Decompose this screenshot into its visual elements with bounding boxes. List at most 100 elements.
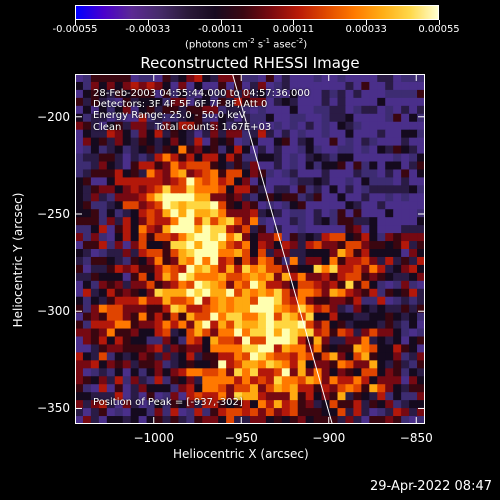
heatmap-cell — [289, 185, 299, 194]
heatmap-cell — [186, 241, 195, 250]
heatmap-cell — [122, 185, 132, 194]
heatmap-cell — [122, 392, 132, 401]
heatmap-cell — [297, 400, 307, 409]
heatmap-cell — [186, 177, 195, 186]
heatmap-cell — [130, 113, 140, 123]
heatmap-cell — [75, 233, 84, 242]
heatmap-cell — [218, 400, 227, 409]
heatmap-cell — [194, 185, 203, 194]
annotation-detectors: Detectors: 3F 4F 5F 6F 7F 8F, Att 0 — [93, 99, 268, 110]
heatmap-cell — [273, 384, 283, 393]
heatmap-cell — [226, 105, 235, 115]
heatmap-cell — [90, 193, 100, 202]
heatmap-cell — [106, 256, 116, 266]
heatmap-cell — [146, 81, 155, 91]
heatmap-cell — [305, 256, 315, 266]
heatmap-cell — [257, 360, 267, 369]
heatmap-cell — [250, 384, 259, 393]
heatmap-cell — [353, 185, 362, 194]
heatmap-cell — [329, 121, 338, 131]
heatmap-cell — [417, 97, 425, 107]
heatmap-cell — [210, 97, 219, 107]
heatmap-cell — [186, 280, 195, 290]
heatmap-cell — [417, 400, 425, 409]
heatmap-cell — [345, 328, 354, 337]
heatmap-cell — [122, 177, 132, 186]
heatmap-cell — [385, 193, 394, 202]
heatmap-cell — [297, 81, 307, 91]
heatmap-cell — [377, 241, 386, 250]
heatmap-cell — [210, 320, 219, 329]
heatmap-cell — [377, 161, 386, 170]
heatmap-cell — [242, 320, 251, 329]
colorbar-tick — [366, 20, 368, 25]
y-tick-label: −250 — [37, 207, 70, 221]
heatmap-cell — [178, 89, 187, 99]
heatmap-cell — [337, 145, 346, 154]
heatmap-cell — [122, 368, 132, 377]
heatmap-cell — [297, 416, 307, 424]
heatmap-cell — [130, 249, 140, 258]
heatmap-cell — [321, 169, 330, 178]
heatmap-cell — [146, 209, 155, 218]
heatmap-cell — [170, 400, 179, 409]
heatmap-cell — [130, 185, 140, 194]
heatmap-cell — [75, 81, 84, 91]
heatmap-cell — [353, 145, 362, 154]
heatmap-cell — [122, 153, 132, 162]
heatmap-cell — [377, 344, 386, 353]
heatmap-cell — [273, 256, 283, 266]
heatmap-cell — [250, 296, 259, 306]
heatmap-cell — [242, 89, 251, 99]
heatmap-cell — [170, 344, 179, 353]
heatmap-cell — [409, 288, 418, 298]
heatmap-cell — [202, 217, 211, 226]
heatmap-cell — [170, 81, 179, 91]
heatmap-cell — [162, 408, 171, 417]
heatmap-cell — [393, 225, 402, 234]
heatmap-cell — [170, 129, 179, 139]
heatmap-cell — [297, 121, 307, 131]
heatmap-cell — [369, 161, 378, 170]
heatmap-cell — [154, 288, 163, 298]
heatmap-cell — [265, 74, 275, 83]
heatmap-cell — [250, 81, 259, 91]
heatmap-cell — [226, 81, 235, 91]
heatmap-cell — [138, 352, 147, 361]
heatmap-cell — [401, 217, 410, 226]
heatmap-cell — [194, 201, 203, 210]
heatmap-cell — [273, 113, 283, 123]
heatmap-cell — [194, 225, 203, 234]
heatmap-cell — [361, 225, 370, 234]
heatmap-cell — [305, 209, 315, 218]
heatmap-cell — [242, 129, 251, 139]
x-tick-label: −1000 — [133, 431, 175, 445]
heatmap-cell — [242, 264, 251, 274]
heatmap-cell — [337, 384, 346, 393]
heatmap-cell — [130, 161, 140, 170]
heatmap-cell — [114, 185, 124, 194]
heatmap-cell — [385, 320, 394, 329]
heatmap-cell — [154, 249, 163, 258]
heatmap-cell — [146, 185, 155, 194]
heatmap-cell — [202, 249, 211, 258]
heatmap-cell — [90, 185, 100, 194]
heatmap-cell — [122, 89, 132, 99]
heatmap-cell — [329, 113, 338, 123]
heatmap-cell — [130, 288, 140, 298]
heatmap-cell — [337, 264, 346, 274]
heatmap-cell — [257, 97, 267, 107]
heatmap-cell — [313, 97, 322, 107]
heatmap-cell — [210, 145, 219, 154]
heatmap-cell — [114, 225, 124, 234]
heatmap-cell — [313, 344, 322, 353]
heatmap-cell — [305, 264, 315, 274]
colorbar-tick — [220, 20, 222, 25]
heatmap-cell — [226, 185, 235, 194]
heatmap-cell — [361, 336, 370, 345]
heatmap-cell — [361, 153, 370, 162]
heatmap-cell — [130, 201, 140, 210]
heatmap-cell — [353, 209, 362, 218]
heatmap-cell — [265, 256, 275, 266]
heatmap-cell — [194, 74, 203, 83]
